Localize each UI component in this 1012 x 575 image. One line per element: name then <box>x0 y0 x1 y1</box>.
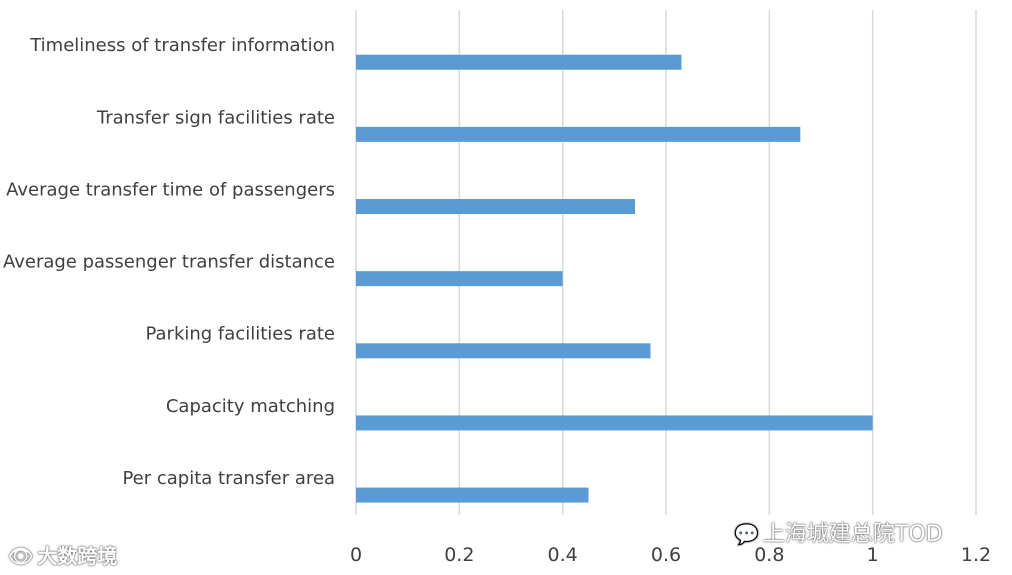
category-labels: Timeliness of transfer information Transf… <box>3 35 335 489</box>
x-tick-label: 0.8 <box>754 544 784 566</box>
x-tick-label: 0.4 <box>548 544 578 566</box>
category-label: Capacity matching <box>166 396 335 417</box>
x-tick-label: 0 <box>350 544 362 566</box>
category-label: Timeliness of transfer information <box>29 35 335 56</box>
bar <box>356 199 635 215</box>
logo-icon: 👁 <box>8 544 34 568</box>
category-label: Average transfer time of passengers <box>6 179 335 200</box>
x-tick-label: 0.2 <box>444 544 474 566</box>
bars <box>356 54 873 503</box>
category-label: Average passenger transfer distance <box>3 252 335 273</box>
bar <box>356 487 589 503</box>
watermark-right: 💬 上海城建总院TOD <box>734 516 943 548</box>
gridlines <box>355 10 977 515</box>
wechat-icon: 💬 <box>734 522 759 546</box>
x-tick-label: 1.2 <box>961 544 991 566</box>
bar <box>356 54 682 70</box>
category-label: Per capita transfer area <box>122 468 335 489</box>
x-tick-label: 1 <box>867 544 879 566</box>
watermark-left-text: 大数跨境 <box>37 544 118 568</box>
x-axis-tick-labels: 0 0.2 0.4 0.6 0.8 1 1.2 <box>350 544 991 566</box>
category-label: Transfer sign facilities rate <box>96 107 335 128</box>
watermark-left: 👁 大数跨境 <box>8 540 117 569</box>
bar <box>356 343 651 359</box>
bar <box>356 271 563 287</box>
bar <box>356 126 801 142</box>
x-tick-label: 0.6 <box>651 544 681 566</box>
category-label: Parking facilities rate <box>145 324 335 345</box>
watermark-right-text: 上海城建总院TOD <box>762 522 943 547</box>
bar <box>356 415 873 431</box>
